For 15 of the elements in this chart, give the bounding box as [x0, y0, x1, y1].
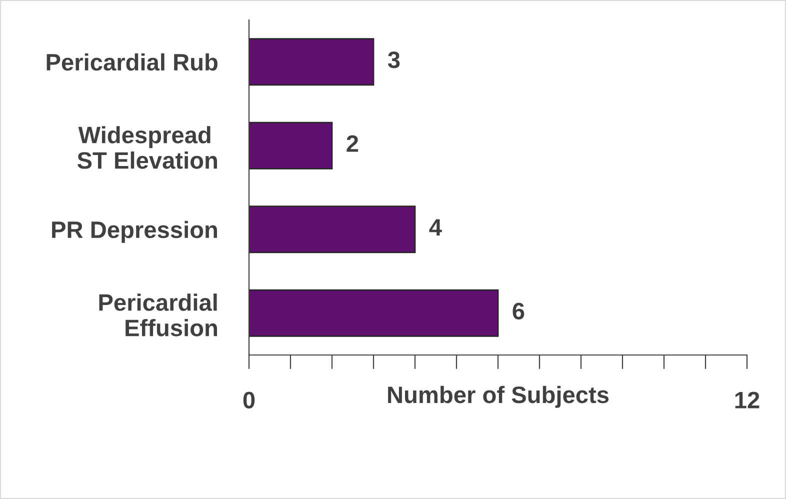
data-label: 4: [429, 219, 442, 236]
bar: [249, 289, 499, 337]
x-tick-label: 0: [243, 392, 255, 408]
y-tick-label: Widespread ST Elevation: [77, 126, 217, 169]
bar: [249, 122, 333, 170]
bar: [249, 206, 416, 254]
data-label: 6: [512, 302, 524, 320]
y-tick-label: PR Depression: [52, 220, 217, 243]
y-tick-label: Pericardial Rub: [46, 53, 218, 71]
x-tick-label: 12: [735, 392, 760, 408]
x-axis-title: Number of Subjects: [388, 386, 609, 408]
y-tick-label: Pericardial Effusion: [99, 294, 217, 336]
bar: [249, 38, 374, 86]
data-label: 2: [346, 135, 358, 152]
data-label: 3: [388, 51, 400, 68]
